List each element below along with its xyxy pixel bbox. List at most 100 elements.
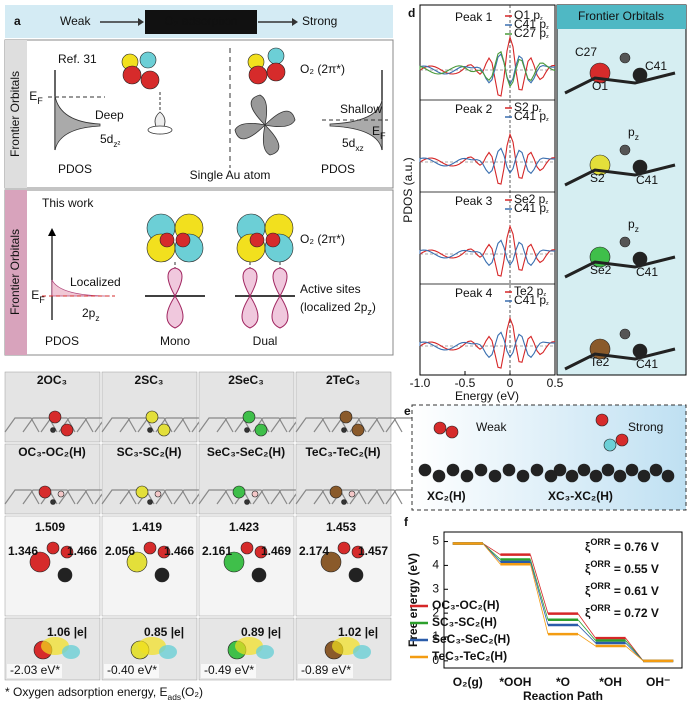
atom [516,469,530,483]
annotation-part: = 0.76 V [611,540,659,554]
label: 5dz² [100,132,121,149]
atom [418,463,432,477]
label-part: E [31,288,39,302]
atom [38,485,52,499]
atom [577,463,591,477]
atom [254,545,268,559]
x-tick-label: *O [556,675,570,689]
label: 1.509 [35,520,65,534]
isosurface [159,645,177,659]
isosurface [138,637,166,655]
annotation-part: ORR [590,581,611,591]
label: 2TeC₃ [326,373,360,387]
atom [601,463,615,477]
shape [292,18,298,26]
atom [57,490,65,498]
legend-label: TeC₃-TeC₂(H) [432,649,507,663]
label: 5dxz [342,136,364,153]
atom [544,469,558,483]
annotation-part: = 0.61 V [611,584,659,598]
atom [265,232,281,248]
label: Frontier Orbitals [578,9,664,23]
atom [603,438,617,452]
label-part: * Oxygen adsorption energy, E [5,685,168,699]
isosurface [256,645,274,659]
atom [613,469,627,483]
rule [577,613,596,639]
label: TeC₃-TeC₂(H) [305,445,380,459]
orbital-header [557,5,686,29]
label-part: z [540,16,543,22]
label-part: Te2 p [514,284,544,298]
label: C41 [636,173,658,187]
shape [138,18,144,26]
shape [234,94,296,156]
x-tick-label: O₂(g) [453,675,483,689]
label: 1.06 |e| [47,625,87,639]
energy-bg [7,664,62,678]
label-part: z [546,117,549,123]
label-part: z [545,200,548,206]
label: O1 [592,79,608,93]
label: Te2 pz [514,284,546,298]
label: O₂ adsorption [164,14,237,28]
y-tick-label: 5 [432,534,439,548]
annotation: ξORR = 0.76 V [585,537,659,554]
rule [625,645,644,662]
y-tick-label: 2 [432,605,439,619]
label: Se2 pz [514,192,548,206]
label: Weak [476,420,507,434]
shape [564,163,676,187]
side-top [5,40,27,188]
label-part: C41 p [514,293,546,307]
label: Weak [60,14,91,28]
isosurface [332,637,360,655]
label: * Oxygen adsorption energy, Eads(O₂) [5,685,203,702]
lobe [147,125,173,135]
annotation-part: ξ [585,540,591,554]
atom [139,51,157,69]
pdos-frame [419,4,556,376]
label: PDOS [321,162,355,176]
label: Localized [70,275,121,289]
structure [4,515,101,617]
shape [54,95,101,151]
rule [482,543,501,556]
pdos-curve [419,52,556,86]
label-part: z² [113,139,120,149]
x-tick-label: -1.0 [410,376,431,390]
annotation: ξORR = 0.55 V [585,559,659,576]
energy-bg [298,664,353,678]
atom [157,423,171,437]
x-tick-label: *OH [599,675,622,689]
label: PDOS [58,162,92,176]
label: Ref. 31 [58,52,97,66]
atom [619,328,631,340]
x-tick-label: 0.5 [547,376,564,390]
label: 1.466 [164,544,194,558]
atom [140,70,160,90]
label: C41 pz [514,109,549,123]
x-tick-label: -0.5 [455,376,476,390]
label: Peak 1 [455,10,493,24]
y-tick-label: 3 [432,581,439,595]
shape [198,417,234,433]
pdos-curve [419,50,556,88]
energy-bg [104,664,159,678]
label: 1.346 [8,544,38,558]
atom [135,485,149,499]
shape [101,417,137,433]
annotation-part: = 0.72 V [611,606,659,620]
atom [29,551,51,573]
structure [198,515,295,617]
label: 1.469 [261,544,291,558]
annotation: ξORR = 0.61 V [585,581,659,598]
label-part: z [635,224,639,234]
label: Mono [160,334,190,348]
label: S2 [590,171,605,185]
label: This work [42,196,94,210]
label: -0.40 eV* [107,663,157,677]
structure [101,515,198,617]
label-part: z [546,301,549,307]
atom [143,541,157,555]
